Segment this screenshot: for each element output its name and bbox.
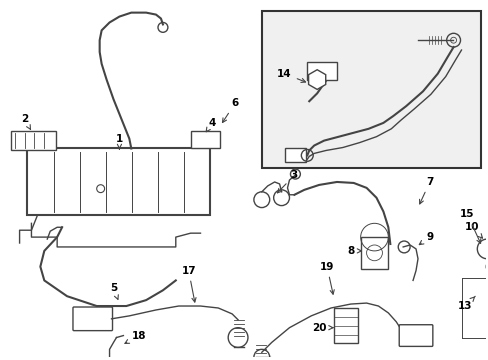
Bar [27, 148, 210, 215]
Text: 12: 12 [0, 359, 1, 360]
Bar [284, 148, 305, 162]
Text: 5: 5 [110, 283, 118, 300]
Text: 9: 9 [418, 232, 432, 244]
Text: 17: 17 [181, 266, 196, 302]
Text: 2: 2 [21, 114, 30, 130]
FancyBboxPatch shape [73, 307, 112, 330]
Bar [360, 237, 387, 269]
Text: 3: 3 [277, 170, 298, 193]
Text: 11: 11 [0, 359, 1, 360]
Text: 4: 4 [206, 118, 216, 132]
Text: 6: 6 [222, 98, 238, 122]
Text: 1: 1 [116, 134, 123, 149]
Bar [333, 308, 357, 343]
Bar [190, 131, 220, 148]
Text: 16: 16 [0, 359, 1, 360]
Text: 20: 20 [311, 323, 332, 333]
Bar [11, 131, 56, 150]
Text: 19: 19 [319, 262, 334, 294]
FancyBboxPatch shape [398, 325, 432, 346]
Bar [306, 62, 336, 80]
Text: 13: 13 [457, 296, 474, 311]
Text: 14: 14 [277, 69, 305, 82]
Text: 7: 7 [419, 177, 433, 204]
Text: 8: 8 [346, 246, 361, 256]
Text: 15: 15 [459, 210, 480, 243]
Bar [261, 11, 480, 168]
Text: 10: 10 [464, 222, 482, 238]
Text: 18: 18 [124, 330, 146, 343]
